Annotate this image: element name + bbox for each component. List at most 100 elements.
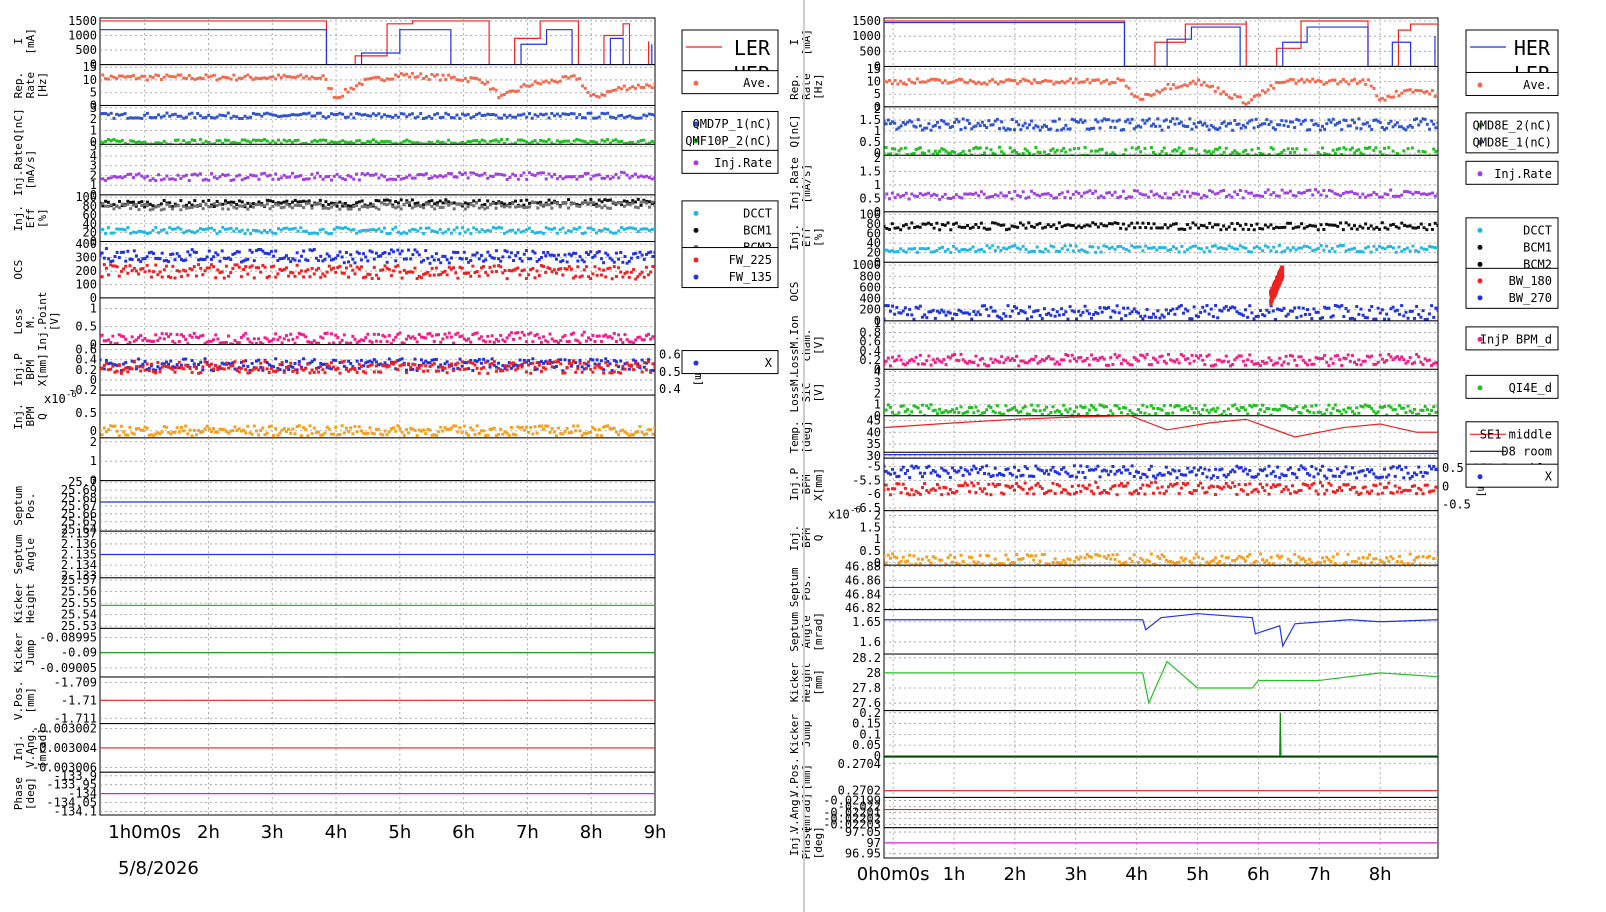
data-point [149, 364, 153, 368]
data-point [207, 364, 211, 368]
data-point [1374, 146, 1378, 150]
data-point [145, 426, 149, 430]
data-point [113, 370, 117, 374]
data-point [1046, 249, 1050, 253]
data-point [550, 253, 554, 257]
data-point [537, 336, 541, 340]
data-point [594, 116, 598, 120]
data-point [290, 171, 294, 175]
data-point [1325, 122, 1329, 126]
data-point [251, 138, 255, 142]
data-point [441, 231, 445, 235]
data-point [1428, 92, 1432, 96]
data-point [1408, 249, 1412, 253]
data-point [312, 247, 316, 251]
data-point [1255, 193, 1259, 197]
data-point [140, 174, 144, 178]
data-point [582, 260, 586, 264]
data-point [979, 190, 983, 194]
data-point [257, 433, 261, 437]
data-point [953, 312, 957, 316]
data-point [408, 203, 412, 207]
data-point [1391, 222, 1395, 226]
data-point [447, 427, 451, 431]
data-point [1188, 81, 1192, 85]
data-point [993, 80, 997, 84]
data-point [433, 229, 437, 233]
data-point [1174, 222, 1178, 226]
data-point [1049, 313, 1053, 317]
data-point [380, 115, 384, 119]
data-point [173, 75, 177, 79]
series-line [884, 20, 1438, 67]
data-point [282, 337, 286, 341]
data-point [1406, 147, 1410, 151]
data-point [1330, 247, 1334, 251]
data-point [363, 141, 367, 145]
data-point [430, 266, 434, 270]
data-point [396, 174, 400, 178]
data-point [164, 425, 168, 429]
data-point [544, 112, 548, 116]
data-point [1297, 118, 1301, 122]
data-point [1080, 194, 1084, 198]
data-point [259, 341, 263, 345]
data-point [977, 248, 981, 252]
data-point [1211, 84, 1215, 88]
data-point [1314, 122, 1318, 126]
data-point [644, 368, 648, 372]
data-point [454, 271, 458, 275]
data-point [1127, 195, 1131, 199]
data-point [102, 363, 106, 367]
data-point [167, 335, 171, 339]
data-point [486, 359, 490, 363]
data-point [505, 277, 509, 281]
data-point [559, 362, 563, 366]
data-point [366, 360, 370, 364]
data-point [215, 204, 219, 208]
data-point [509, 251, 513, 255]
data-point [347, 369, 351, 373]
data-point [212, 265, 216, 269]
data-point [479, 429, 483, 433]
data-point [1191, 191, 1195, 195]
data-point [151, 76, 155, 80]
data-point [132, 339, 136, 343]
data-point [1333, 78, 1337, 82]
data-point [203, 342, 207, 345]
y-axis-label: BPM [24, 360, 37, 380]
data-point [636, 275, 640, 279]
data-point [237, 141, 241, 145]
data-point [1358, 80, 1362, 84]
data-point [1336, 244, 1340, 248]
data-point [567, 175, 571, 179]
data-point [280, 268, 284, 272]
legend-box [1465, 160, 1559, 185]
data-point [1282, 123, 1286, 127]
data-point [1380, 96, 1384, 100]
data-point [276, 177, 280, 181]
data-point [982, 81, 986, 85]
y-axis-label: [deg] [24, 777, 37, 810]
data-point [1141, 193, 1145, 197]
data-point [224, 75, 228, 79]
data-point [325, 270, 329, 274]
data-point [402, 230, 406, 234]
data-point [599, 273, 603, 277]
data-point [297, 271, 301, 275]
data-point [901, 120, 905, 124]
data-point [1272, 245, 1276, 249]
data-point [525, 84, 529, 88]
data-point [452, 116, 456, 120]
data-point [338, 96, 342, 100]
data-point [985, 126, 989, 130]
data-point [594, 94, 598, 98]
data-point [441, 73, 445, 77]
data-point [201, 142, 205, 145]
data-point [594, 231, 598, 235]
data-point [259, 361, 263, 365]
data-point [413, 337, 417, 341]
data-point [205, 340, 209, 344]
data-point [1015, 306, 1019, 310]
data-point [187, 179, 191, 183]
